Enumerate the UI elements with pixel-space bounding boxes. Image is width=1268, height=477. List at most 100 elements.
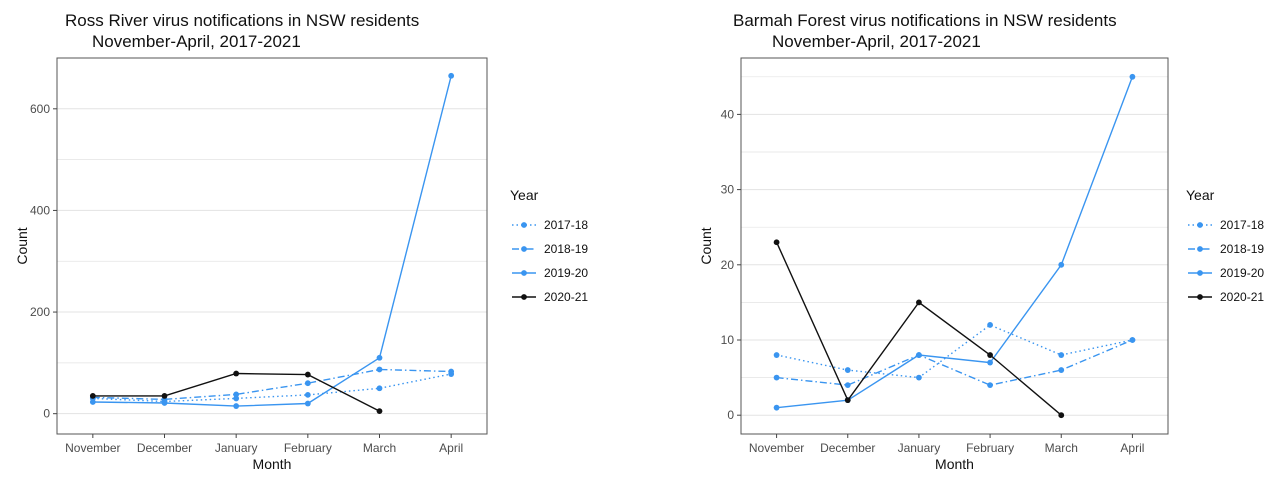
legend-key-point xyxy=(521,246,527,252)
chart-2: Barmah Forest virus notifications in NSW… xyxy=(698,11,1264,472)
y-tick-label: 10 xyxy=(721,333,735,347)
data-point xyxy=(304,371,311,378)
legend: Year 2017-18 2018-19 2019-20 2020-21 xyxy=(1186,187,1264,304)
y-tick-label: 40 xyxy=(721,107,735,121)
x-tick-label: January xyxy=(215,441,258,455)
data-point xyxy=(161,400,168,406)
data-point xyxy=(987,352,993,358)
series-line xyxy=(776,339,1133,386)
legend-key-point xyxy=(1197,294,1203,300)
legend-item: 2018-19 xyxy=(1188,242,1264,256)
y-axis: 0 10 20 30 40 xyxy=(721,107,741,422)
legend-key-point xyxy=(521,294,527,300)
data-point xyxy=(773,374,780,381)
data-point xyxy=(1058,261,1065,268)
x-tick-label: March xyxy=(363,441,396,455)
data-point xyxy=(987,382,993,389)
x-tick-label: January xyxy=(898,441,941,455)
data-point xyxy=(161,392,168,399)
data-point xyxy=(89,399,96,405)
data-point xyxy=(376,366,383,373)
y-axis-title: Count xyxy=(698,227,714,264)
x-tick-label: November xyxy=(65,441,120,455)
data-point xyxy=(448,368,455,375)
legend-item: 2020-21 xyxy=(512,290,588,304)
legend: Year 2017-18 2018-19 2019-20 2020-21 xyxy=(510,187,588,304)
data-point xyxy=(233,391,240,398)
plot-panel xyxy=(740,57,1169,435)
data-point xyxy=(304,391,311,398)
legend-label: 2017-18 xyxy=(1220,218,1264,232)
data-point xyxy=(916,374,922,381)
series-line xyxy=(92,373,452,403)
series-2018-19 xyxy=(89,366,455,403)
legend-key-point xyxy=(521,222,527,228)
legend-key-point xyxy=(1197,246,1203,252)
series-2019-20 xyxy=(773,73,1136,411)
chart-1: Ross River virus notifications in NSW re… xyxy=(14,11,588,472)
series-2019-20 xyxy=(89,72,455,409)
data-point xyxy=(1058,412,1065,419)
data-point xyxy=(448,72,455,79)
x-tick-label: April xyxy=(439,441,463,455)
legend-key-point xyxy=(1197,222,1203,228)
legend-item: 2019-20 xyxy=(512,266,588,280)
data-point xyxy=(844,367,851,373)
data-point xyxy=(916,299,922,306)
data-point xyxy=(773,352,780,358)
x-tick-label: December xyxy=(820,441,875,455)
series-2017-18 xyxy=(773,322,1136,381)
series-2020-21 xyxy=(89,370,383,415)
legend-label: 2018-19 xyxy=(1220,242,1264,256)
legend-title: Year xyxy=(1186,187,1215,203)
series-line xyxy=(776,324,1133,379)
x-axis: November December January February March Apri… xyxy=(65,434,463,455)
series-2017-18 xyxy=(89,371,455,405)
data-point xyxy=(844,382,851,389)
data-point xyxy=(987,322,993,328)
y-tick-label: 400 xyxy=(30,203,50,217)
legend-label: 2020-21 xyxy=(1220,290,1264,304)
legend-label: 2020-21 xyxy=(544,290,588,304)
legend-item: 2018-19 xyxy=(512,242,588,256)
data-point xyxy=(1058,352,1065,358)
x-tick-label: March xyxy=(1045,441,1078,455)
x-axis: November December January February March Apri… xyxy=(749,434,1144,455)
data-point xyxy=(1129,337,1136,343)
legend-title: Year xyxy=(510,187,539,203)
legend-key-point xyxy=(521,270,527,276)
legend-key-point xyxy=(1197,270,1203,276)
data-point xyxy=(89,392,96,399)
data-point xyxy=(376,354,383,361)
data-point xyxy=(233,403,240,409)
x-axis-title: Month xyxy=(253,456,292,472)
gridlines xyxy=(741,76,1168,416)
x-tick-label: February xyxy=(966,441,1014,455)
legend-label: 2019-20 xyxy=(1220,266,1264,280)
legend-item: 2020-21 xyxy=(1188,290,1264,304)
x-axis-title: Month xyxy=(935,456,974,472)
series-line xyxy=(92,75,452,407)
y-tick-label: 30 xyxy=(721,183,735,197)
chart-subtitle: November-April, 2017-2021 xyxy=(772,32,981,51)
y-axis: 0 200 400 600 xyxy=(30,102,57,421)
legend-item: 2019-20 xyxy=(1188,266,1264,280)
y-tick-label: 0 xyxy=(727,408,734,422)
data-point xyxy=(376,408,383,415)
legend-label: 2019-20 xyxy=(544,266,588,280)
data-point xyxy=(233,395,240,402)
chart-title: Barmah Forest virus notifications in NSW… xyxy=(733,11,1117,30)
data-point xyxy=(304,380,311,387)
data-point xyxy=(773,404,780,411)
legend-label: 2018-19 xyxy=(544,242,588,256)
data-point xyxy=(233,370,240,377)
y-tick-label: 200 xyxy=(30,305,50,319)
data-point xyxy=(844,397,851,404)
legend-label: 2017-18 xyxy=(544,218,588,232)
series-line xyxy=(775,241,1062,416)
legend-item: 2017-18 xyxy=(1188,218,1264,232)
data-point xyxy=(987,359,993,366)
legend-item: 2017-18 xyxy=(512,218,588,232)
